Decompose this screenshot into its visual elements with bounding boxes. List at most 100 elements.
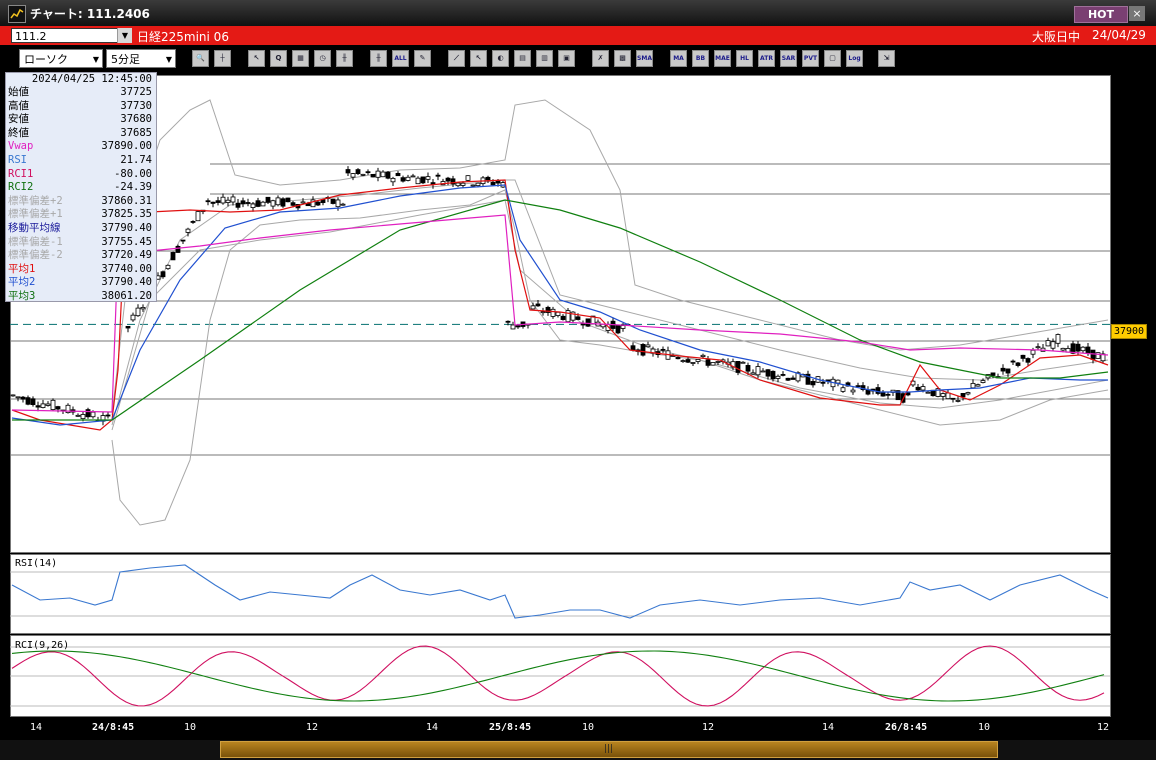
info-value: 37790.40	[101, 222, 152, 234]
find-icon[interactable]: Q	[270, 50, 287, 67]
candle-body	[920, 386, 926, 391]
candle-body	[485, 176, 491, 181]
chart-type-select[interactable]: ローソク ▼	[19, 49, 103, 68]
candle-body	[80, 414, 86, 420]
scrollbar-thumb[interactable]	[220, 741, 998, 758]
info-row: 標準偏差+2 37860.31	[8, 195, 152, 208]
candle-body	[860, 385, 866, 390]
candle-body	[260, 201, 266, 207]
candle-body	[990, 372, 996, 376]
wrench-icon[interactable]: ✗	[592, 50, 609, 67]
clock-icon[interactable]: ◷	[314, 50, 331, 67]
info-key: 安値	[8, 113, 29, 126]
settings-icon[interactable]: ▣	[558, 50, 575, 67]
ind-pvt-icon[interactable]: PVT	[802, 50, 819, 67]
info-value: 37725	[120, 86, 152, 98]
code-input[interactable]: 111.2	[11, 28, 129, 43]
candle-body	[820, 381, 826, 384]
ind-hl-icon[interactable]: HL	[736, 50, 753, 67]
candle-body	[940, 393, 946, 397]
interval-select[interactable]: 5分足 ▼	[106, 49, 176, 68]
ind-ma-icon[interactable]: MA	[670, 50, 687, 67]
candle-body	[220, 196, 226, 204]
print-icon[interactable]: ▤	[514, 50, 531, 67]
lower-band-2	[111, 189, 1109, 526]
ind-atr-icon[interactable]: ATR	[758, 50, 775, 67]
candle-body	[400, 177, 406, 182]
select-tool-icon[interactable]: ↖	[470, 50, 487, 67]
candle-body	[705, 359, 711, 366]
candle-body	[765, 369, 771, 377]
candle-body	[1005, 368, 1011, 374]
candle-body	[795, 372, 801, 382]
candle-body	[330, 198, 336, 204]
candle-body	[515, 325, 521, 328]
hot-button[interactable]: HOT	[1074, 6, 1128, 23]
pen-icon[interactable]: ✎	[414, 50, 431, 67]
trash-icon[interactable]: ▥	[536, 50, 553, 67]
candle-body	[15, 396, 21, 399]
shape-tool-icon[interactable]: ◐	[492, 50, 509, 67]
code-dropdown-button[interactable]: ▼	[117, 28, 132, 43]
time-axis-label: 26/8:45	[885, 722, 928, 733]
lower-band-1	[111, 199, 1109, 431]
candle-body	[210, 201, 216, 204]
candle-body	[1010, 360, 1016, 363]
ind-box-icon[interactable]: ▢	[824, 50, 841, 67]
log-icon[interactable]: Log	[846, 50, 863, 67]
candle-body	[630, 345, 636, 351]
candle-body	[370, 173, 376, 178]
candle-body	[740, 361, 746, 364]
rci-level-low: -80.00	[1113, 701, 1150, 712]
close-button[interactable]: ×	[1129, 6, 1145, 21]
time-axis-label: 12	[1097, 722, 1110, 733]
candle-b-icon[interactable]: ╫	[370, 50, 387, 67]
price-chart-panel[interactable]	[10, 75, 1111, 553]
info-value: 37860.31	[101, 194, 152, 207]
candle-body	[545, 306, 551, 313]
ind-1-icon[interactable]: SMA	[636, 50, 653, 67]
candle-body	[170, 252, 176, 261]
candle-body	[215, 200, 221, 203]
info-key: 標準偏差+2	[8, 194, 63, 207]
candle-body	[580, 323, 586, 326]
export-icon[interactable]: ⇲	[878, 50, 895, 67]
candle-body	[415, 177, 421, 185]
candle-body	[960, 393, 966, 398]
rsi-panel[interactable]	[10, 554, 1111, 634]
info-row: 標準偏差-1 37755.45	[8, 236, 152, 249]
ind-mae-icon[interactable]: MAE	[714, 50, 731, 67]
candle-body	[165, 264, 171, 270]
all-icon[interactable]: ALL	[392, 50, 409, 67]
grid-icon[interactable]: ▦	[292, 50, 309, 67]
candle-body	[310, 199, 316, 208]
candle-body	[505, 320, 511, 323]
market-name: 大阪日中	[1032, 30, 1081, 44]
candle-body	[885, 393, 891, 396]
candle-body	[315, 201, 321, 206]
crosshair-icon[interactable]: ┼	[214, 50, 231, 67]
zoom-icon[interactable]: 🔍	[192, 50, 209, 67]
ind-sar-icon[interactable]: SAR	[780, 50, 797, 67]
info-value: -80.00	[114, 167, 152, 180]
info-key: 高値	[8, 99, 29, 112]
info-row: 平均2 37790.40	[8, 276, 152, 289]
rci-panel-label: RCI(9,26)	[15, 640, 70, 651]
candle-body	[90, 411, 96, 418]
info-key: 始値	[8, 86, 29, 98]
candle-a-icon[interactable]: ╫	[336, 50, 353, 67]
ind-bb-icon[interactable]: BB	[692, 50, 709, 67]
rsi-level-low: 20.00	[1113, 611, 1144, 622]
candle-body	[175, 245, 181, 253]
candle-body	[335, 199, 341, 208]
info-row: 標準偏差-2 37720.49	[8, 249, 152, 262]
candle-body	[160, 271, 166, 278]
palette-icon[interactable]: ▩	[614, 50, 631, 67]
candle-body	[75, 414, 81, 417]
candle-body	[955, 400, 961, 402]
line-tool-icon[interactable]: ⟋	[448, 50, 465, 67]
candle-body	[25, 397, 31, 405]
cursor-icon[interactable]: ↖	[248, 50, 265, 67]
candle-body	[510, 324, 516, 330]
